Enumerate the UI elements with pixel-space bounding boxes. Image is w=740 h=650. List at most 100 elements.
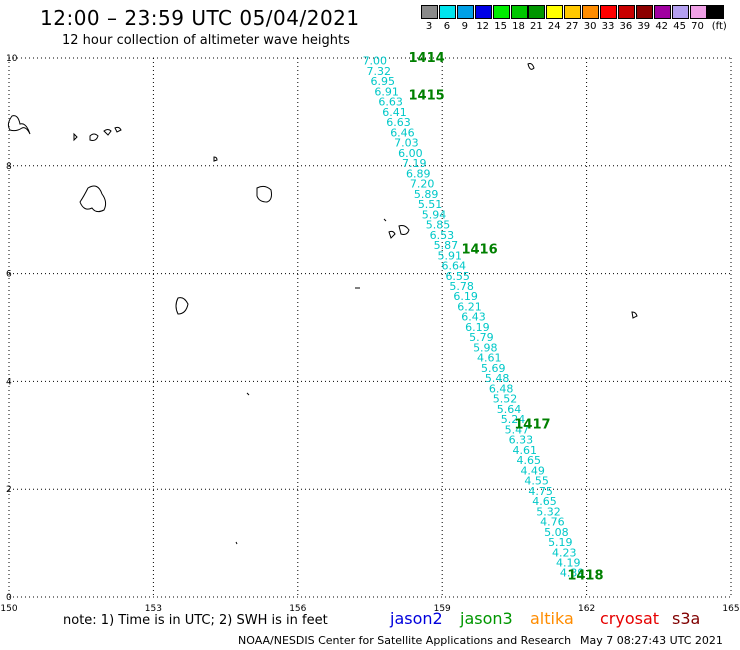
legend-label: 27 (565, 21, 579, 32)
swh-value: 6.43 (461, 311, 486, 324)
legend-label: 9 (461, 21, 468, 32)
note-text: note: 1) Time is in UTC; 2) SWH is in fe… (63, 613, 328, 628)
lon-tick-label: 162 (578, 604, 595, 614)
swh-value: 7.32 (367, 65, 392, 78)
timestamp-text: May 7 08:27:43 UTC 2021 (580, 634, 723, 647)
lon-tick-label: 153 (145, 604, 162, 614)
lon-tick-label: 156 (289, 604, 306, 614)
legend-swatch (617, 5, 635, 19)
page-title: 12:00 – 23:59 UTC 05/04/2021 (40, 6, 360, 30)
legend-label: 15 (494, 21, 507, 32)
swh-value: 6.48 (489, 382, 514, 395)
swh-value: 5.69 (481, 362, 506, 375)
swh-value: 6.33 (509, 434, 534, 447)
swh-value: 4.49 (520, 464, 545, 477)
swh-value: 6.89 (406, 167, 431, 180)
swh-value: 4.61 (513, 444, 538, 457)
legend-label: 70 (691, 21, 704, 32)
legend-swatch (689, 5, 707, 19)
island-outline (631, 311, 638, 319)
legend-unit: (ft) (711, 21, 727, 32)
swh-value: 4.65 (532, 495, 557, 508)
swh-value: 4.65 (516, 454, 541, 467)
legend-swatch (510, 5, 528, 19)
legend-label: 30 (583, 21, 597, 32)
swh-value: 5.91 (438, 249, 463, 262)
swh-value: 7.00 (363, 55, 388, 68)
legend-label: 6 (443, 21, 451, 32)
lon-tick-label: 165 (722, 604, 739, 614)
island-outline (79, 185, 107, 213)
island-outline (114, 126, 122, 133)
swh-value: 6.95 (370, 75, 395, 88)
satellite-s3a: s3a (672, 609, 701, 628)
legend-swatch (528, 5, 546, 19)
swh-value: 6.91 (374, 85, 399, 98)
legend-swatch (671, 5, 689, 19)
legend-swatch (456, 5, 474, 19)
lat-tick-label: 8 (6, 162, 12, 172)
legend-swatch (421, 5, 438, 19)
island-outline (527, 63, 535, 70)
credit-text: NOAA/NESDIS Center for Satellite Applica… (238, 634, 572, 647)
legend-swatch (707, 5, 725, 19)
island-outline (73, 132, 78, 142)
lat-tick-label: 2 (6, 485, 12, 495)
legend-swatch (600, 5, 617, 19)
lat-tick-label: 4 (6, 377, 12, 387)
lat-tick-label: 0 (6, 593, 12, 603)
legend-label: 36 (619, 21, 633, 32)
island-outline (89, 133, 99, 141)
swh-value: 6.46 (390, 126, 415, 139)
legend-label: 24 (547, 21, 561, 32)
legend-label: 45 (673, 21, 686, 32)
legend-swatch (438, 5, 456, 19)
swh-value: 5.19 (548, 536, 573, 549)
swh-value: 5.78 (449, 280, 474, 293)
island-outline (213, 156, 218, 162)
island-outline (246, 392, 250, 396)
island-outline (388, 230, 396, 239)
swh-value: 5.64 (497, 403, 522, 416)
swh-value: 6.53 (430, 229, 455, 242)
time-label: 1418 (567, 568, 603, 583)
island-outline (7, 115, 31, 135)
time-label: 1414 (409, 51, 445, 66)
island-outline (175, 297, 189, 315)
swh-value: 5.87 (434, 239, 459, 252)
wave-height-track: 7.007.326.956.916.636.416.636.467.036.00… (363, 55, 585, 580)
swh-value: 5.94 (422, 208, 447, 221)
swh-value: 4.39 (560, 567, 585, 580)
legend-label: 12 (476, 21, 490, 32)
satellite-altika: altika (530, 609, 574, 628)
legend-label: 33 (601, 21, 615, 32)
lat-tick-label: 6 (6, 270, 12, 280)
swh-value: 4.76 (540, 516, 565, 529)
swh-value: 5.85 (426, 219, 451, 232)
legend-swatch (653, 5, 671, 19)
page-subtitle: 12 hour collection of altimeter wave hei… (62, 33, 350, 48)
swh-value: 5.51 (418, 198, 443, 211)
swh-value: 6.41 (382, 106, 407, 119)
legend-label: 21 (530, 21, 543, 32)
legend-label: 3 (425, 21, 433, 32)
swh-value: 6.00 (398, 147, 423, 160)
island-outline (235, 541, 238, 545)
island-outline (103, 129, 112, 136)
swh-value: 4.23 (552, 546, 577, 559)
swh-value: 6.63 (378, 96, 403, 109)
satellite-jason2: jason2 (390, 609, 443, 628)
axis-labels: 150 153 156 159 162 165 0 2 4 6 8 10 (0, 54, 739, 614)
time-label: 1416 (461, 242, 497, 257)
swh-value: 6.64 (442, 260, 467, 273)
swh-value: 6.21 (457, 300, 482, 313)
swh-value: 7.03 (394, 137, 419, 150)
legend-swatch (492, 5, 510, 19)
island-outline (383, 218, 387, 222)
legend-swatch (474, 5, 492, 19)
legend-swatch (546, 5, 564, 19)
swh-value: 5.24 (501, 413, 526, 426)
map-grid (8, 57, 732, 598)
time-label: 1417 (514, 418, 550, 433)
